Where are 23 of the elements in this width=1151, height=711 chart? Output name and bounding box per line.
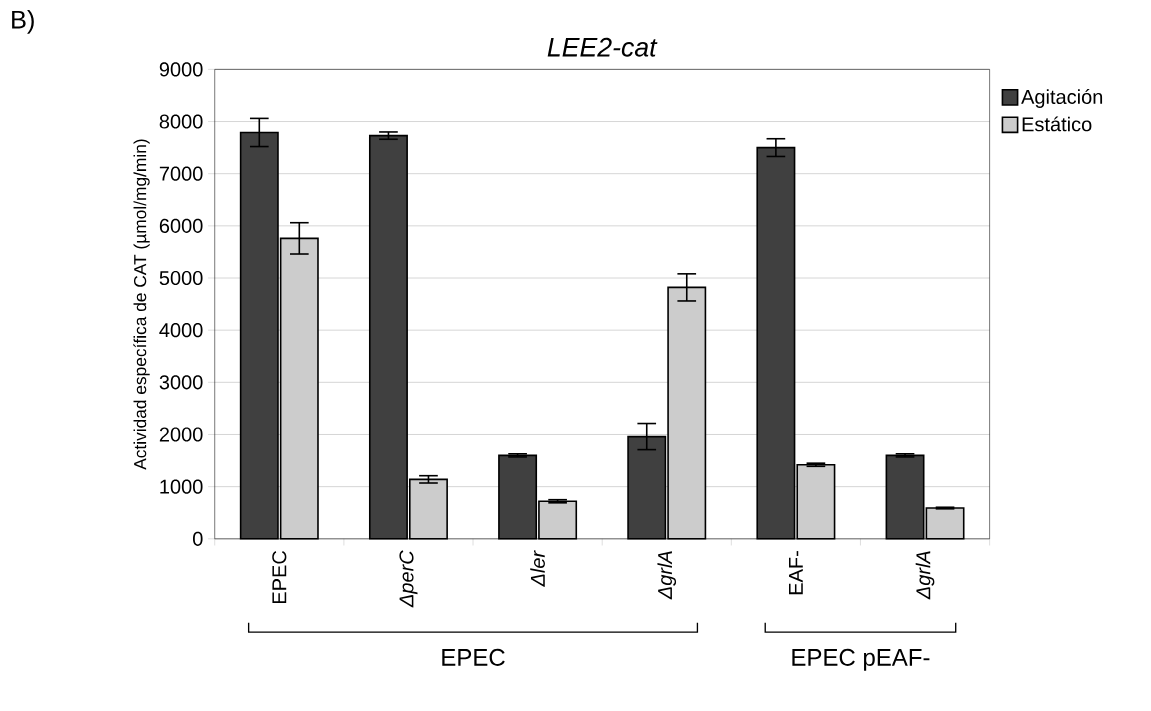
x-tick-label: ΔperC	[399, 550, 418, 608]
y-tick-label: 4000	[159, 323, 203, 338]
y-tick-label: 6000	[159, 218, 203, 233]
y-tick-label: 1000	[160, 479, 203, 494]
legend-label: Agitación	[1021, 89, 1103, 108]
text: EPEC pEAF-	[792, 648, 930, 671]
y-tick-label: 7000	[159, 166, 203, 181]
y-tick-label: 8000	[159, 114, 203, 129]
x-tick-label: ΔgrlA	[657, 551, 677, 600]
y-tick-label: 5000	[159, 270, 203, 286]
y-tick-label: 9000	[159, 62, 203, 77]
x-tick-label: ΔgrlA	[915, 551, 935, 600]
text: EPEC	[442, 648, 505, 666]
chart-title: LEE2-cat	[547, 37, 658, 57]
y-tick-label: 2000	[159, 427, 203, 442]
y-tick-label: 3000	[159, 375, 203, 390]
x-tick-label: Δler	[530, 550, 545, 587]
legend-label: Estático	[1022, 116, 1092, 132]
x-tick-label: EPEC	[272, 551, 287, 604]
y-axis-title: Actividad específica de CAT (µmol/mg/min)	[133, 139, 150, 470]
x-tick-label: EAF-	[789, 551, 803, 595]
text: B)	[12, 10, 34, 34]
y-tick-label: 0	[193, 531, 203, 546]
